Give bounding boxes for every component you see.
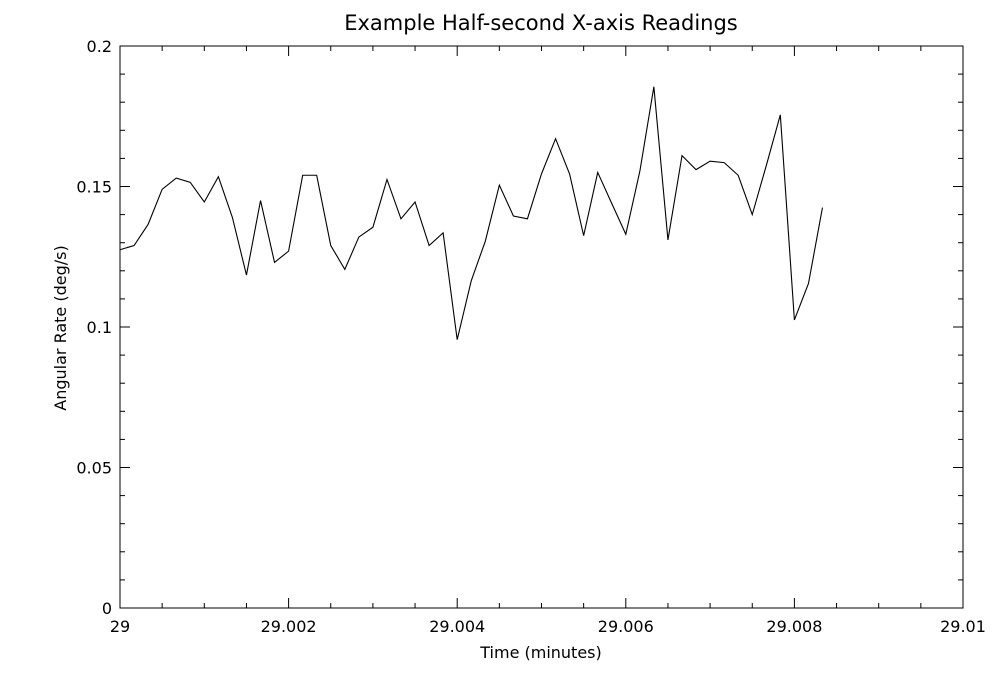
y-tick-label: 0 — [102, 599, 112, 618]
series-line — [119, 86, 824, 340]
x-tick-label: 29.006 — [598, 617, 654, 636]
x-tick-label: 29.004 — [429, 617, 485, 636]
plot-frame — [119, 45, 964, 609]
x-tick-label: 29.01 — [940, 617, 986, 636]
x-tick-label: 29.008 — [766, 617, 822, 636]
axis-ticks — [119, 45, 964, 609]
plot-area — [119, 45, 964, 609]
x-tick-label: 29.002 — [261, 617, 317, 636]
y-tick-label: 0.05 — [76, 459, 112, 478]
x-tick-label: 29 — [110, 617, 130, 636]
x-tick-labels: 29 29.002 29.004 29.006 29.008 29.01 — [110, 617, 986, 636]
y-tick-labels: 0 0.05 0.1 0.15 0.2 — [76, 37, 112, 618]
y-tick-label: 0.2 — [87, 37, 112, 56]
y-tick-label: 0.15 — [76, 178, 112, 197]
x-axis-label: Time (minutes) — [479, 643, 602, 662]
y-tick-label: 0.1 — [87, 318, 112, 337]
y-axis-label: Angular Rate (deg/s) — [51, 245, 70, 410]
chart-title: Example Half-second X-axis Readings — [344, 11, 738, 35]
